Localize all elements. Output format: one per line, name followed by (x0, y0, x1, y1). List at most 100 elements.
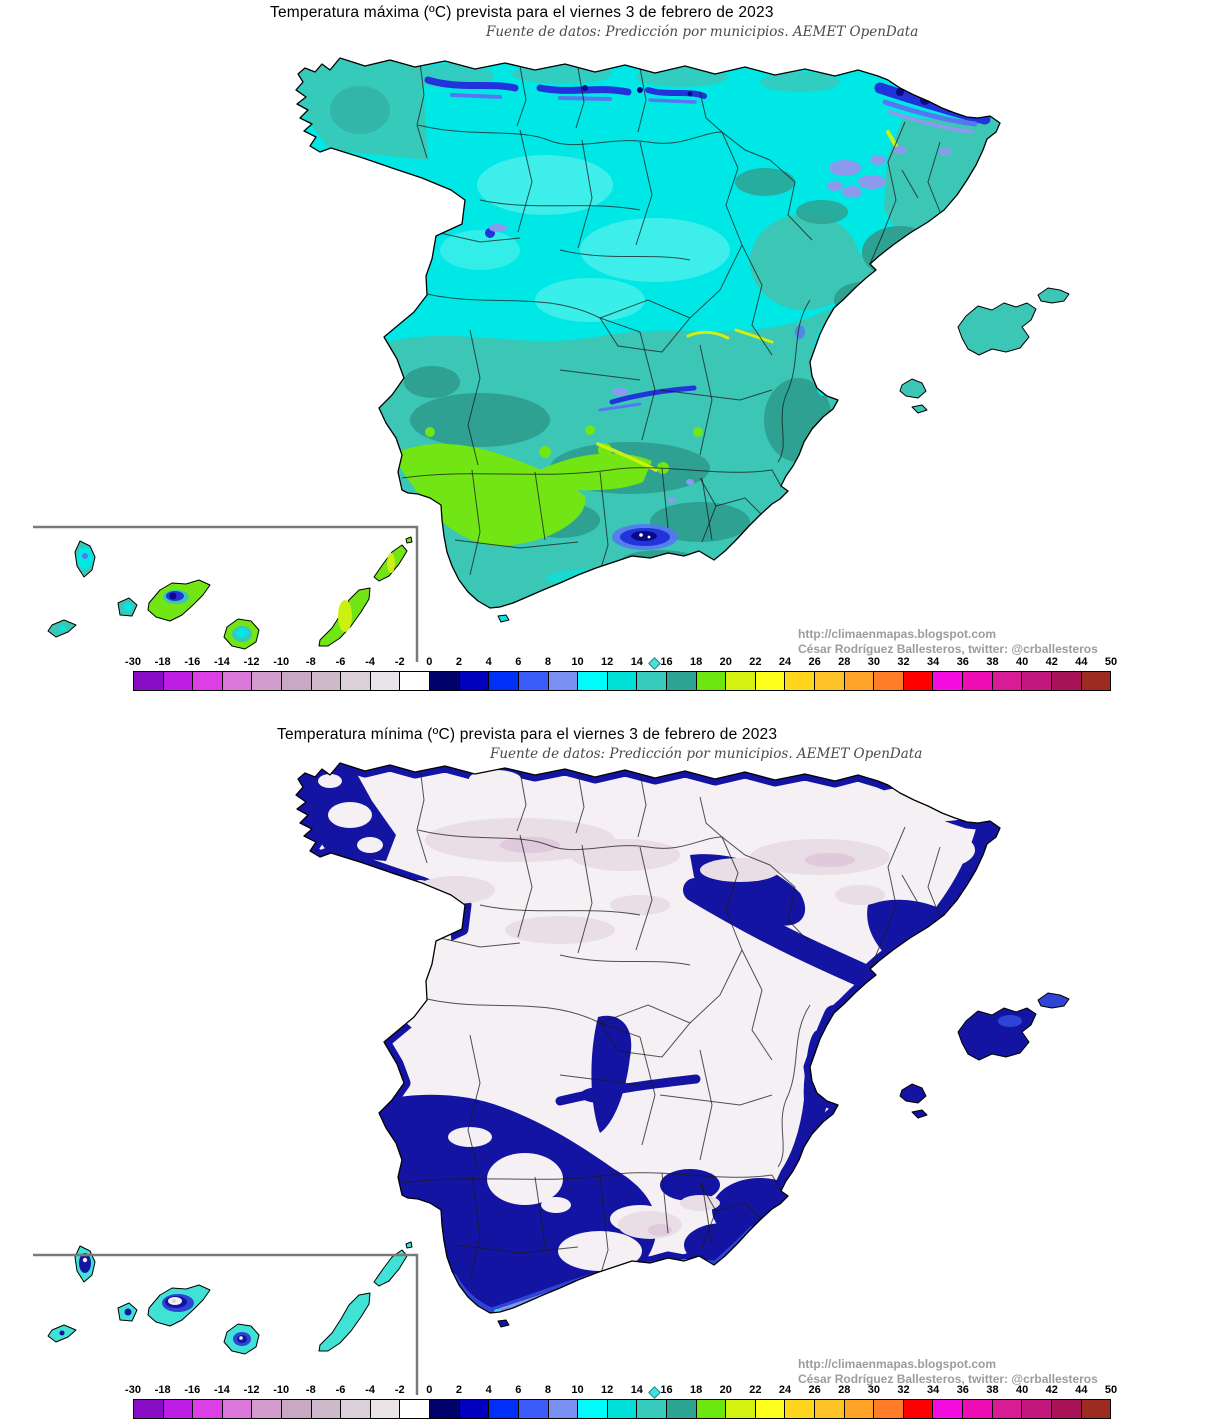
colorbar-tick-label: 2 (455, 656, 463, 668)
colorbar-tick-label: -12 (243, 1384, 260, 1396)
colorbar-tick-label: 42 (1045, 656, 1058, 668)
colorbar-cell (399, 1399, 431, 1419)
colorbar-cell (784, 671, 816, 691)
colorbar-cell (695, 1399, 727, 1419)
colorbar-cell (192, 1399, 223, 1419)
colorbar-tick-label: 40 (1015, 1384, 1029, 1396)
colorbar-cell (991, 1399, 1023, 1419)
colorbar-cell (192, 671, 223, 691)
map-subtitle-min: Fuente de datos: Predicción por municipi… (490, 746, 923, 762)
colorbar-cell (340, 671, 371, 691)
colorbar-tick-label: -10 (273, 1384, 290, 1396)
colorbar-cell (251, 1399, 283, 1419)
colorbar-cell (369, 671, 401, 691)
colorbar-cell (784, 1399, 816, 1419)
colorbar-cell (399, 671, 431, 691)
colorbar-tick-label: 22 (749, 656, 762, 668)
colorbar-cell (725, 671, 756, 691)
colorbar-tick-label: 6 (515, 656, 522, 668)
colorbar-cell (843, 1399, 875, 1419)
colorbar-cell (429, 1399, 460, 1419)
colorbar-tick-label: 22 (749, 1384, 762, 1396)
colorbar-cell (665, 671, 697, 691)
colorbar-tick-label: 14 (630, 656, 643, 668)
colorbar-cell (429, 671, 460, 691)
credit-author: César Rodríguez Ballesteros, twitter: @c… (798, 1372, 1098, 1386)
colorbar-tick-label: 0 (426, 1384, 433, 1396)
colorbar-cell (281, 671, 312, 691)
colorbar-tick-label: 4 (485, 656, 492, 668)
colorbar-cell (340, 1399, 371, 1419)
colorbar-cell (665, 1399, 697, 1419)
colorbar (133, 1399, 1112, 1419)
colorbar-cell (1050, 1399, 1082, 1419)
colorbar-tick-label: 50 (1104, 1384, 1118, 1396)
colorbar-cell (547, 1399, 579, 1419)
colorbar-tick-label: 10 (571, 1384, 584, 1396)
colorbar-cell (221, 1399, 253, 1419)
colorbar-tick-label: -4 (365, 1384, 375, 1396)
colorbar-cell (754, 1399, 786, 1419)
colorbar-tick-label: 50 (1104, 656, 1118, 668)
colorbar-tick-label: 44 (1075, 1384, 1088, 1396)
colorbar-cell (488, 1399, 519, 1419)
colorbar-cell (281, 1399, 312, 1419)
colorbar-cell (932, 671, 964, 691)
credit-author: César Rodríguez Ballesteros, twitter: @c… (798, 642, 1098, 656)
colorbar-tick-label: 28 (838, 656, 851, 668)
colorbar-cell (488, 671, 519, 691)
colorbar-tick-label: -14 (213, 1384, 230, 1396)
colorbar-cell (873, 671, 904, 691)
colorbar-cell (1021, 1399, 1052, 1419)
colorbar-cell (1050, 671, 1082, 691)
colorbar-tick-label: -16 (184, 1384, 201, 1396)
colorbar-cell (133, 1399, 164, 1419)
colorbar-labels: -30 -18 -16 -14 -12 -10 -8 -6 -4 -2 0 2 4 6 8 10 12 14 16 1… (125, 656, 1117, 669)
colorbar-tick-label: 18 (689, 656, 703, 668)
colorbar-tick-label: 32 (897, 1384, 910, 1396)
colorbar-cell (754, 671, 786, 691)
colorbar-cell (636, 671, 667, 691)
colorbar-cell (725, 1399, 756, 1419)
colorbar-tick-label: 8 (544, 656, 551, 668)
colorbar-cell (310, 1399, 342, 1419)
colorbar-cell (1080, 1399, 1112, 1419)
colorbar-tick-label: 28 (838, 1384, 851, 1396)
colorbar-tick-label: -14 (213, 656, 230, 668)
colorbar-cell (991, 671, 1023, 691)
colorbar-tick-label: 34 (927, 656, 940, 668)
colorbar-tick-label: 10 (571, 656, 584, 668)
colorbar-cell (162, 1399, 194, 1419)
colorbar-cell (606, 671, 638, 691)
credit-url[interactable]: http://climaenmapas.blogspot.com (798, 627, 997, 641)
colorbar-cell (1080, 671, 1112, 691)
credits-block-min: http://climaenmapas.blogspot.com César R… (798, 1357, 1098, 1387)
colorbar-cell (695, 671, 727, 691)
colorbar-tick-label: 20 (719, 1384, 732, 1396)
min-temp-map (33, 762, 1070, 1395)
colorbar-tick-label: -4 (365, 656, 375, 668)
colorbar-tick-label: 8 (544, 1384, 551, 1396)
colorbar-tick-label: 16 (660, 656, 673, 668)
colorbar-cell (547, 671, 579, 691)
colorbar-tick-label: 16 (660, 1384, 673, 1396)
colorbar-tick-label: 24 (778, 656, 792, 668)
colorbar-cell (962, 1399, 993, 1419)
colorbar-tick-label: -2 (394, 656, 405, 668)
colorbar-tick-label: -2 (394, 1384, 405, 1396)
colorbar-tick-label: -8 (305, 1384, 316, 1396)
colorbar-tick-label: 42 (1045, 1384, 1058, 1396)
colorbar-tick-label: 18 (689, 1384, 703, 1396)
colorbar-tick-label: 26 (808, 1384, 821, 1396)
page-title-min: Temperatura mínima (ºC) prevista para el… (277, 726, 778, 743)
map-subtitle: Fuente de datos: Predicción por municipi… (486, 24, 919, 40)
colorbar-tick-label: -12 (243, 656, 260, 668)
colorbar-tick-label: -8 (305, 656, 316, 668)
colorbar-tick-label: 44 (1075, 656, 1088, 668)
colorbar-tick-label: 20 (719, 656, 732, 668)
credit-url[interactable]: http://climaenmapas.blogspot.com (798, 1357, 997, 1371)
colorbar-tick-label: 38 (986, 1384, 999, 1396)
colorbar-cell (814, 1399, 845, 1419)
colorbar-tick-label: 36 (956, 656, 969, 668)
